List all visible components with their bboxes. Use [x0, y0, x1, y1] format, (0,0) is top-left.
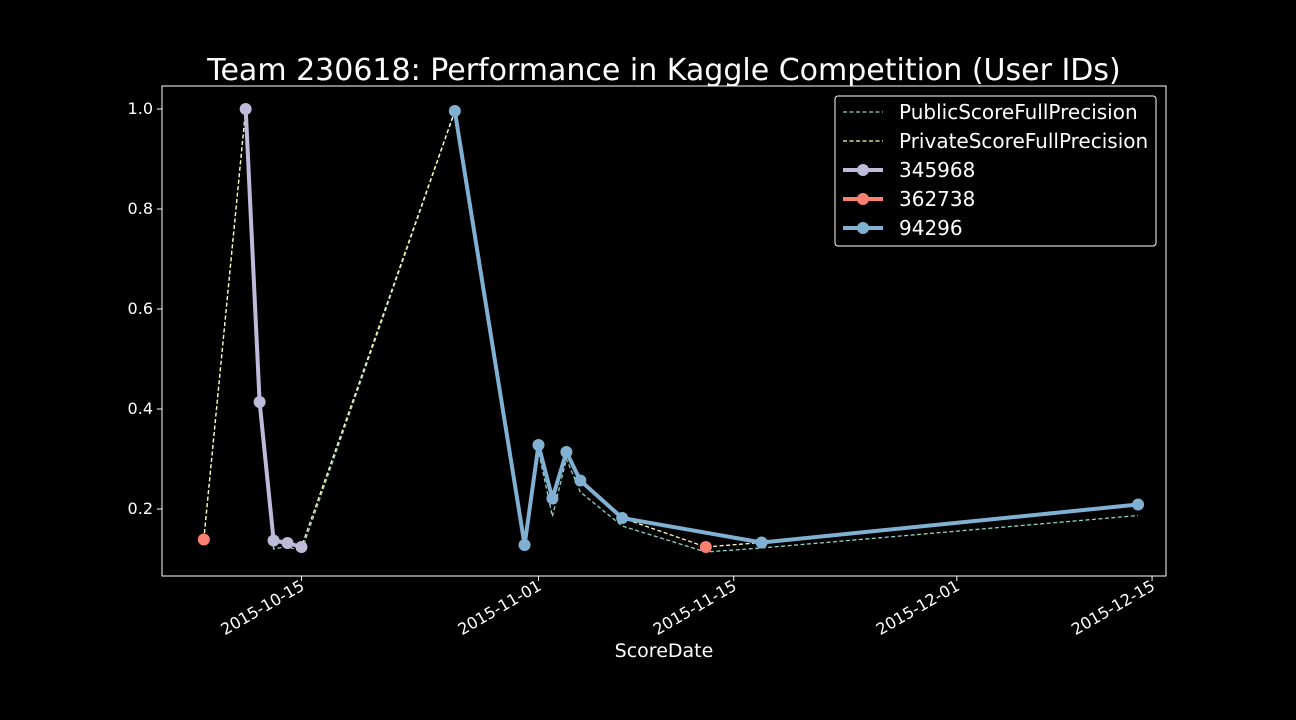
- data-point: [560, 446, 573, 458]
- data-point: [267, 534, 280, 547]
- y-tick-label: 0.8: [128, 199, 153, 218]
- x-axis-label: ScoreDate: [615, 640, 714, 662]
- legend-label: PublicScoreFullPrecision: [899, 100, 1138, 124]
- y-tick-label: 0.4: [128, 399, 153, 418]
- data-point: [574, 474, 587, 487]
- legend-label: PrivateScoreFullPrecision: [899, 129, 1148, 153]
- series-345968: [239, 103, 308, 553]
- data-point: [755, 536, 768, 549]
- data-point: [448, 105, 461, 117]
- data-point: [295, 541, 308, 553]
- data-point: [699, 541, 712, 553]
- series-layer: [197, 103, 1145, 553]
- data-point: [253, 396, 266, 408]
- data-point: [546, 492, 559, 505]
- data-point: [197, 533, 210, 546]
- series-94296: [448, 105, 1145, 551]
- series-362738: [197, 533, 712, 553]
- legend-box: [834, 95, 1157, 247]
- legend-marker: [857, 193, 869, 205]
- legend-marker: [857, 222, 869, 234]
- legend-marker: [857, 164, 869, 176]
- data-point: [1132, 498, 1145, 511]
- y-axis: 0.2 0.4 0.6 0.8 1.0: [128, 99, 162, 518]
- plot-frame: [161, 85, 1167, 577]
- legend-label: 362738: [899, 187, 975, 211]
- legend-label: 94296: [899, 216, 963, 240]
- y-tick-label: 0.2: [128, 499, 153, 518]
- data-point: [532, 439, 545, 451]
- y-tick-label: 1.0: [128, 99, 153, 118]
- legend: PublicScoreFullPrecision PrivateScoreFull…: [834, 95, 1157, 247]
- y-tick-label: 0.6: [128, 299, 153, 318]
- data-point: [239, 103, 252, 115]
- legend-label: 345968: [899, 158, 975, 182]
- data-point: [518, 539, 531, 551]
- plot-area: [161, 85, 1167, 577]
- data-point: [281, 537, 294, 549]
- data-point: [616, 512, 629, 524]
- chart-title: Team 230618: Performance in Kaggle Compe…: [206, 53, 1121, 88]
